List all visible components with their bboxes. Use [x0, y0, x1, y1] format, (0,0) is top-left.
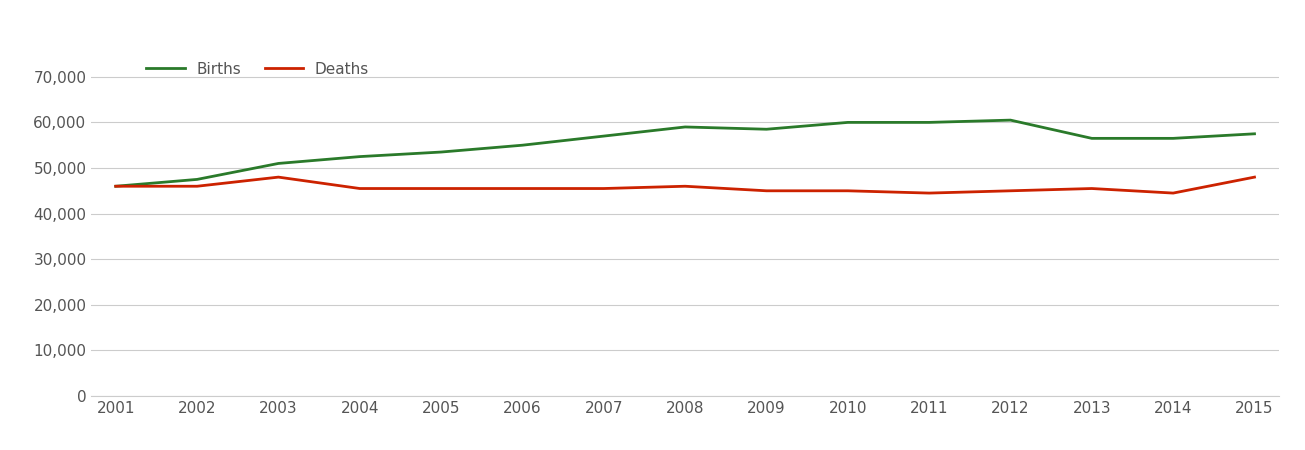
Line: Births: Births [116, 120, 1254, 186]
Deaths [677, 184, 693, 189]
Births [352, 154, 368, 159]
Deaths [1246, 175, 1262, 180]
Births [270, 161, 286, 166]
Deaths [1002, 188, 1018, 194]
Deaths [514, 186, 530, 191]
Deaths [433, 186, 449, 191]
Births [1084, 135, 1100, 141]
Births [189, 177, 205, 182]
Births [1002, 117, 1018, 123]
Deaths [1165, 190, 1181, 196]
Deaths [352, 186, 368, 191]
Births [1246, 131, 1262, 136]
Line: Deaths: Deaths [116, 177, 1254, 193]
Births [108, 184, 124, 189]
Births [596, 133, 612, 139]
Deaths [758, 188, 774, 194]
Births [514, 143, 530, 148]
Births [433, 149, 449, 155]
Births [840, 120, 856, 125]
Deaths [270, 175, 286, 180]
Births [921, 120, 937, 125]
Deaths [189, 184, 205, 189]
Births [758, 126, 774, 132]
Legend: Births, Deaths: Births, Deaths [146, 62, 369, 76]
Births [1165, 135, 1181, 141]
Deaths [108, 184, 124, 189]
Births [677, 124, 693, 130]
Deaths [921, 190, 937, 196]
Deaths [840, 188, 856, 194]
Deaths [1084, 186, 1100, 191]
Deaths [596, 186, 612, 191]
